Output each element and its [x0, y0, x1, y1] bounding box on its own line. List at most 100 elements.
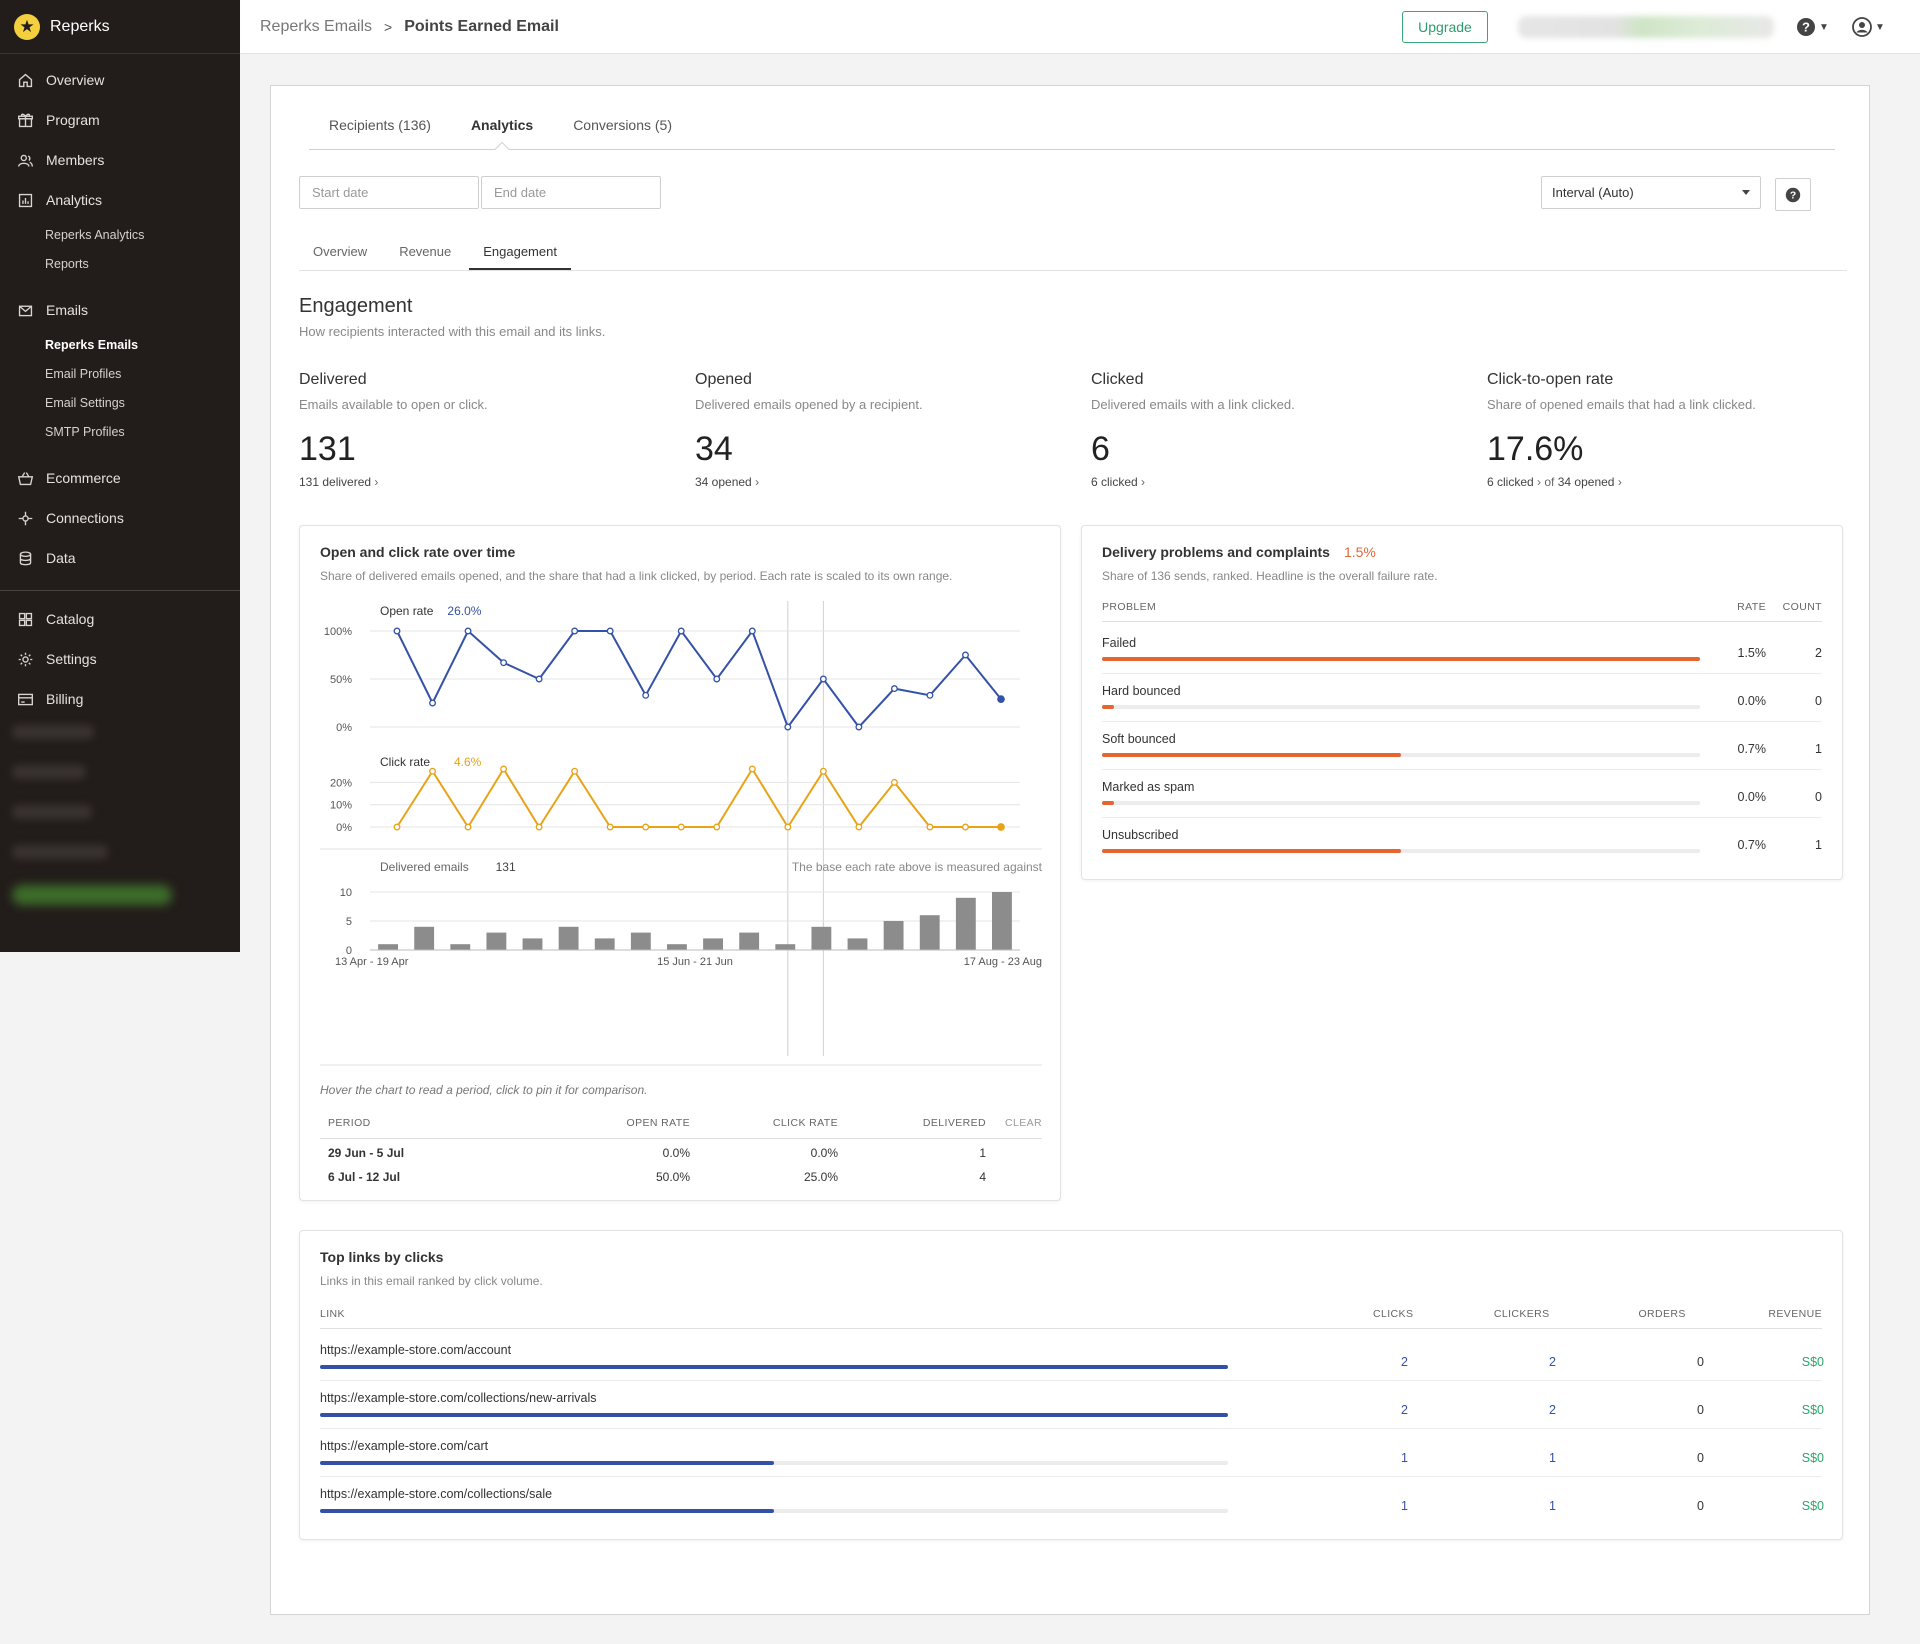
open-rate-data-point[interactable]	[571, 627, 579, 635]
kpi-link-opened[interactable]: 34 opened	[1557, 475, 1615, 489]
open-rate-data-point[interactable]	[677, 627, 685, 635]
sidebar-subitem-email-profiles[interactable]: Email Profiles	[45, 366, 122, 381]
brand[interactable]: ★ Reperks	[0, 0, 240, 54]
link-url[interactable]: https://example-store.com/collections/ne…	[320, 1391, 597, 1405]
delivered-bar[interactable]	[667, 944, 687, 950]
kpi-drilldown-link[interactable]: 6 clicked ›	[1091, 475, 1471, 489]
user-menu-button[interactable]: ▼	[1852, 15, 1885, 39]
help-button[interactable]: ?	[1775, 178, 1811, 211]
delivered-bar[interactable]	[414, 926, 435, 950]
breadcrumb-parent-link[interactable]: Reperks Emails	[260, 17, 373, 35]
open-rate-data-point[interactable]	[429, 699, 436, 707]
subtab-overview[interactable]: Overview	[313, 244, 368, 259]
rate-chart[interactable]: Open rate 26.0%100%50%0%Click rate 4.6%20%…	[300, 526, 1062, 1071]
link-clickers[interactable]: 1	[1549, 1451, 1556, 1465]
click-rate-data-point[interactable]	[819, 767, 827, 775]
open-rate-data-point[interactable]	[890, 685, 898, 693]
help-menu-button[interactable]: ? ▼	[1796, 15, 1829, 39]
link-url[interactable]: https://example-store.com/cart	[320, 1439, 489, 1453]
delivered-bar[interactable]	[450, 944, 471, 950]
sidebar-item-ecommerce[interactable]: Ecommerce	[0, 458, 240, 498]
open-rate-data-point[interactable]	[784, 723, 792, 731]
click-rate-data-point[interactable]	[713, 823, 721, 831]
click-rate-data-point[interactable]	[642, 823, 650, 831]
kpi-link-clicked[interactable]: 6 clicked	[1487, 475, 1534, 489]
open-rate-data-point[interactable]	[819, 675, 827, 683]
open-rate-data-point[interactable]	[962, 651, 969, 659]
click-rate-data-point[interactable]	[677, 823, 685, 831]
kpi-drilldown-link[interactable]: 131 delivered ›	[299, 475, 679, 489]
click-rate-data-point[interactable]	[571, 767, 579, 775]
delivered-bar[interactable]	[486, 932, 507, 950]
click-rate-data-point[interactable]	[890, 778, 898, 786]
link-clicks[interactable]: 1	[1401, 1451, 1408, 1465]
sidebar-item-analytics[interactable]: Analytics	[0, 180, 240, 220]
sidebar-item-overview[interactable]: Overview	[0, 60, 240, 100]
delivered-bar[interactable]	[883, 921, 904, 950]
sidebar-item-connections[interactable]: Connections	[0, 498, 240, 538]
sidebar-subitem-reperks-analytics[interactable]: Reperks Analytics	[45, 227, 145, 242]
link-clickers[interactable]: 2	[1549, 1403, 1556, 1417]
delivered-bar[interactable]	[811, 926, 832, 950]
sidebar-subitem-reports[interactable]: Reports	[45, 256, 89, 271]
sidebar-subitem-reperks-emails[interactable]: Reperks Emails	[45, 337, 139, 352]
sidebar-item-emails[interactable]: Emails	[0, 290, 240, 330]
click-rate-data-point[interactable]	[429, 767, 436, 775]
delivered-bar[interactable]	[847, 938, 868, 950]
subtab-revenue[interactable]: Revenue	[399, 244, 452, 259]
open-rate-data-point[interactable]	[855, 723, 863, 731]
delivered-bar[interactable]	[558, 926, 579, 950]
delivered-bar[interactable]	[739, 932, 760, 950]
sidebar-item-catalog[interactable]: Catalog	[0, 599, 240, 639]
subtab-engagement[interactable]: Engagement	[469, 244, 571, 270]
upgrade-button[interactable]: Upgrade	[1402, 11, 1488, 43]
open-rate-data-point[interactable]	[535, 675, 543, 683]
delivered-bar[interactable]	[703, 938, 723, 950]
open-rate-data-point[interactable]	[500, 659, 508, 667]
delivered-bar[interactable]	[955, 897, 976, 950]
click-rate-data-point[interactable]	[962, 823, 969, 831]
link-clicks[interactable]: 2	[1401, 1403, 1408, 1417]
sidebar-subitem-email-settings[interactable]: Email Settings	[45, 395, 125, 410]
click-rate-data-point[interactable]	[855, 823, 863, 831]
delivered-bar[interactable]	[775, 944, 796, 950]
delivered-bar[interactable]	[919, 915, 940, 950]
link-clicks[interactable]: 1	[1401, 1499, 1408, 1513]
open-rate-data-point[interactable]	[748, 627, 756, 635]
click-rate-data-point[interactable]	[748, 765, 756, 773]
link-clickers[interactable]: 1	[1549, 1499, 1556, 1513]
click-rate-data-point[interactable]	[926, 823, 934, 831]
sidebar-item-data[interactable]: Data	[0, 538, 240, 578]
click-rate-data-point[interactable]	[606, 823, 614, 831]
link-url[interactable]: https://example-store.com/collections/sa…	[320, 1487, 553, 1501]
sidebar-item-program[interactable]: Program	[0, 100, 240, 140]
link-url[interactable]: https://example-store.com/account	[320, 1343, 512, 1357]
tab-conversions[interactable]: Conversions (5)	[573, 117, 673, 133]
sidebar-item-billing[interactable]: Billing	[0, 679, 240, 719]
delivered-bar[interactable]	[992, 892, 1012, 950]
open-rate-data-point[interactable]	[464, 627, 472, 635]
open-rate-data-point[interactable]	[642, 691, 650, 699]
click-rate-data-point[interactable]	[535, 823, 543, 831]
end-date-input[interactable]	[481, 176, 661, 209]
delivered-bar[interactable]	[522, 938, 543, 950]
open-rate-data-point[interactable]	[393, 627, 401, 635]
tab-recipients[interactable]: Recipients (136)	[329, 117, 431, 133]
open-rate-data-point[interactable]	[606, 627, 614, 635]
open-rate-data-point[interactable]	[997, 695, 1005, 704]
click-rate-data-point[interactable]	[997, 823, 1005, 831]
sidebar-subitem-smtp-profiles[interactable]: SMTP Profiles	[45, 424, 125, 439]
delivered-bar[interactable]	[594, 938, 615, 950]
sidebar-item-settings[interactable]: Settings	[0, 639, 240, 679]
clear-pins-button[interactable]: CLEAR	[986, 1116, 1042, 1139]
delivered-bar[interactable]	[630, 932, 651, 950]
start-date-input[interactable]	[299, 176, 479, 209]
tab-analytics[interactable]: Analytics	[451, 117, 553, 149]
click-rate-data-point[interactable]	[784, 823, 792, 831]
click-rate-data-point[interactable]	[500, 765, 508, 773]
link-clicks[interactable]: 2	[1401, 1355, 1408, 1369]
delivered-bar[interactable]	[378, 944, 398, 950]
open-rate-data-point[interactable]	[713, 675, 721, 683]
kpi-drilldown-link[interactable]: 34 opened ›	[695, 475, 1075, 489]
sidebar-item-members[interactable]: Members	[0, 140, 240, 180]
